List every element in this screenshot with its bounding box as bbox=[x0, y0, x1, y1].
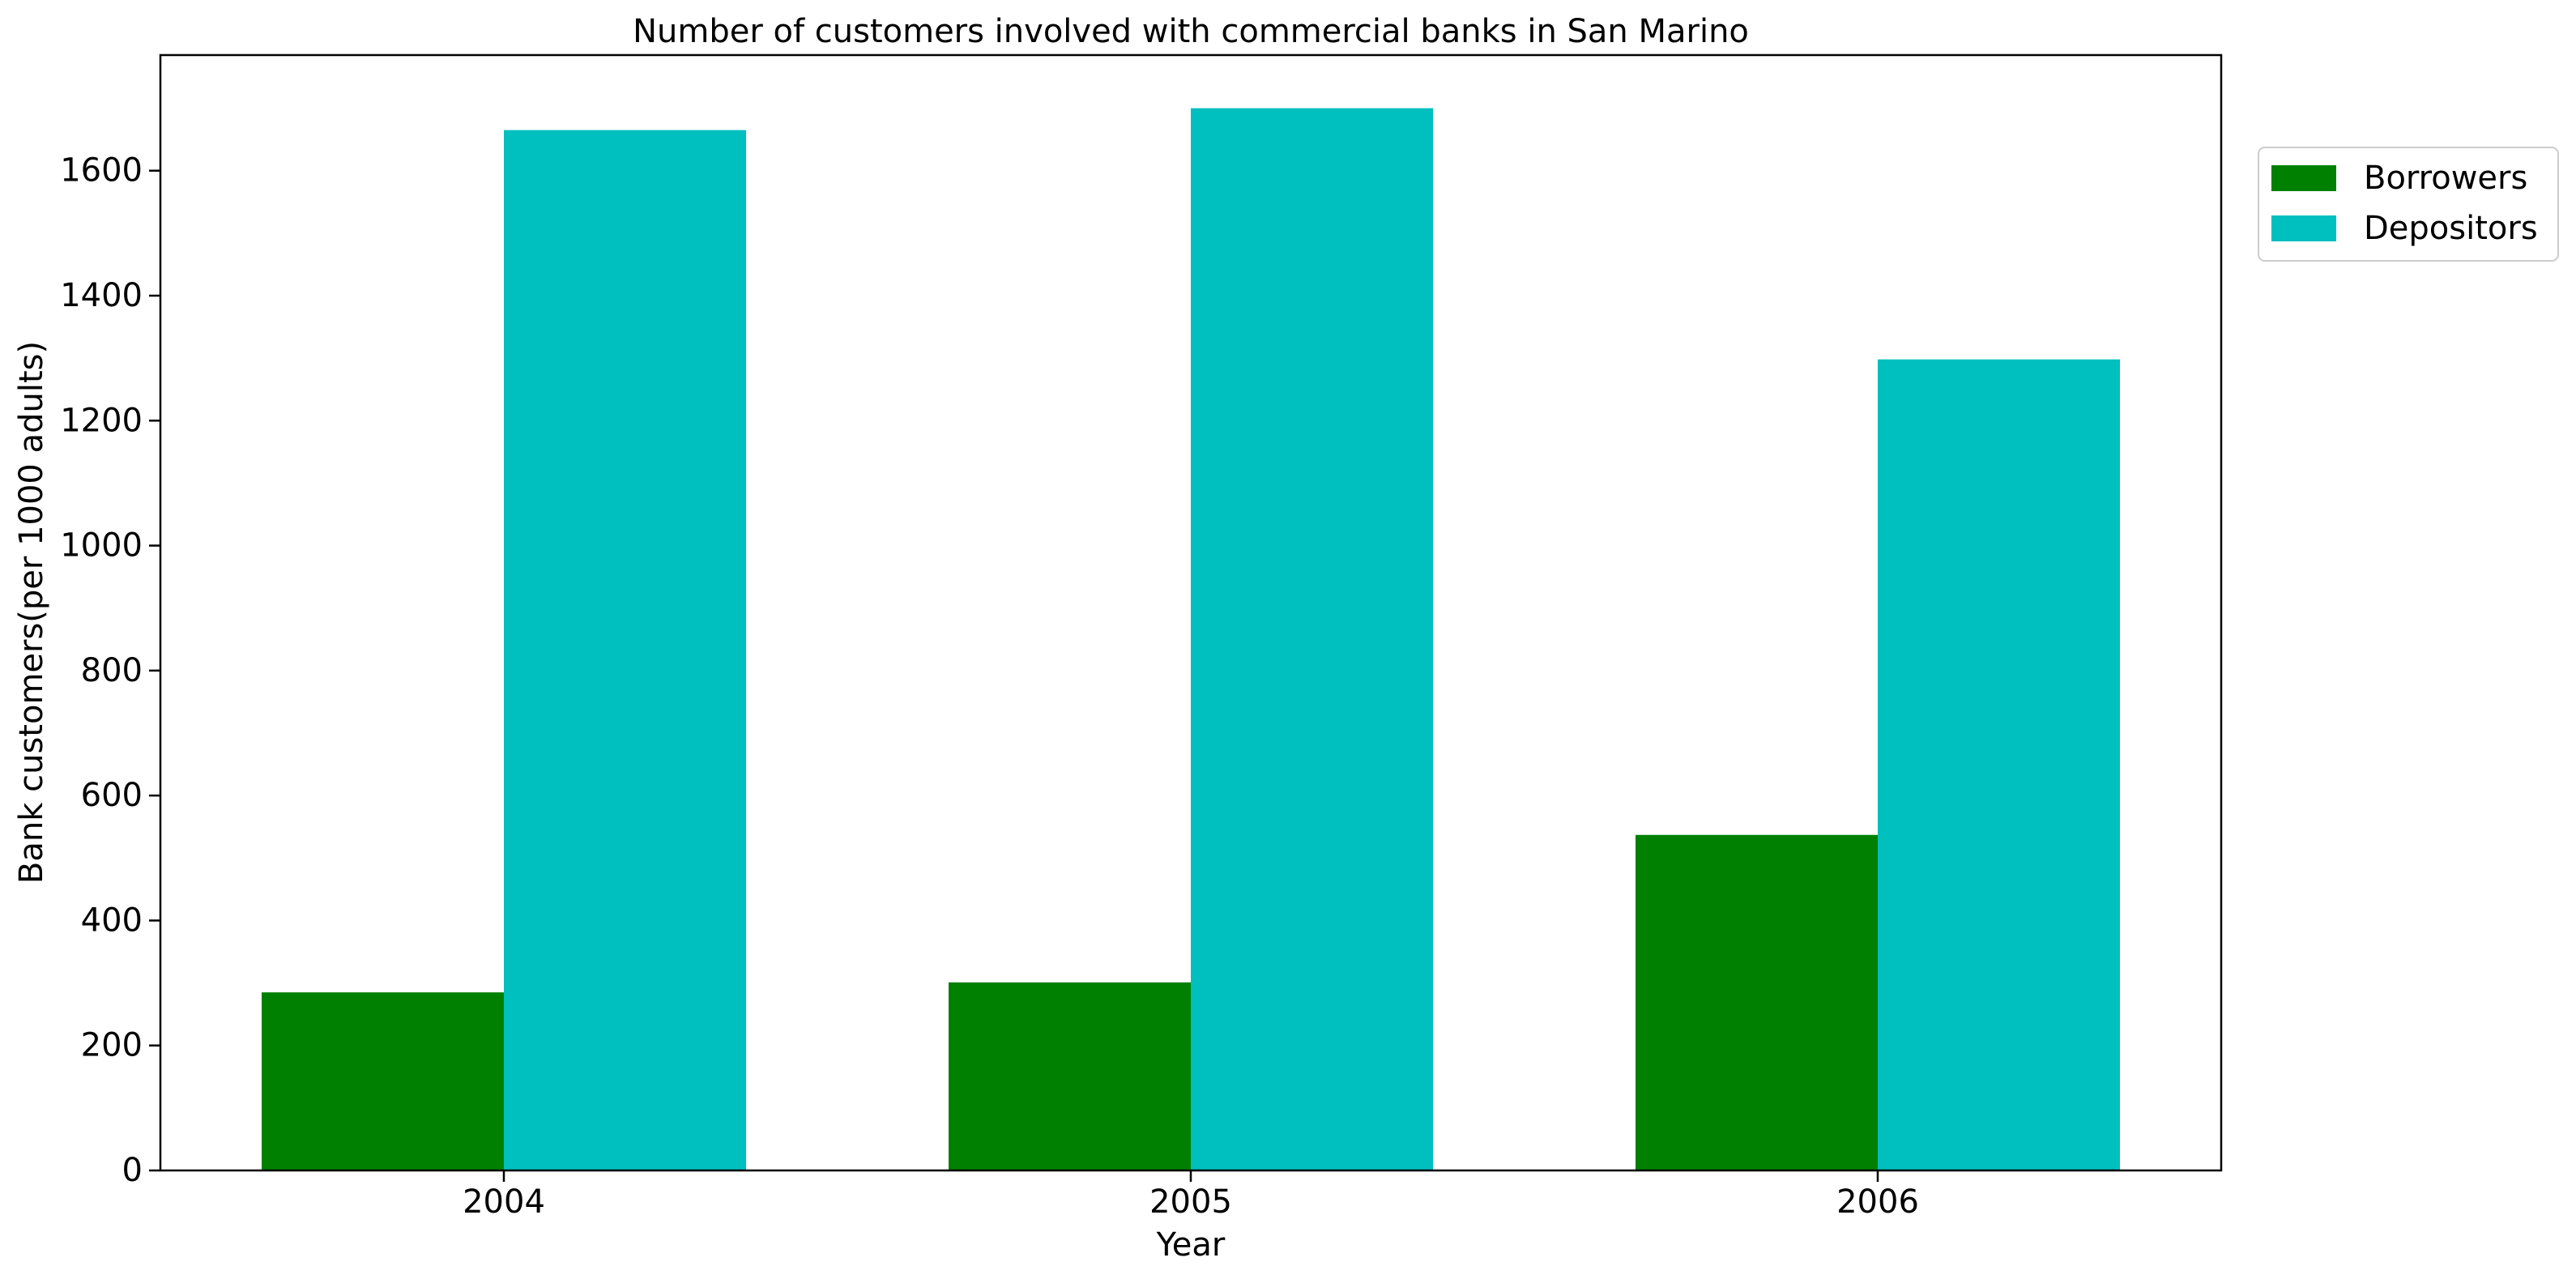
legend-swatch-borrowers bbox=[2271, 165, 2336, 191]
legend: Borrowers Depositors bbox=[2258, 147, 2559, 262]
y-tick-label: 1600 bbox=[60, 152, 143, 190]
y-tick-label: 1200 bbox=[60, 402, 143, 439]
bar-depositors-2004 bbox=[504, 130, 746, 1171]
x-tick-label: 2005 bbox=[1149, 1183, 1232, 1221]
legend-label-borrowers: Borrowers bbox=[2364, 160, 2527, 197]
x-tick-label: 2004 bbox=[463, 1183, 545, 1221]
x-axis: 2004 2005 2006 bbox=[463, 1170, 1919, 1221]
legend-label-depositors: Depositors bbox=[2364, 210, 2538, 247]
bar-borrowers-2006 bbox=[1636, 834, 1878, 1170]
x-axis-label: Year bbox=[1156, 1226, 1226, 1264]
y-tick-label: 0 bbox=[122, 1152, 143, 1189]
bar-borrowers-2005 bbox=[949, 982, 1191, 1170]
y-tick-label: 400 bbox=[81, 902, 143, 939]
y-axis: 0 200 400 600 800 1000 1200 1400 1600 bbox=[60, 152, 160, 1189]
x-tick-label: 2006 bbox=[1836, 1183, 1919, 1221]
legend-swatch-depositors bbox=[2271, 215, 2336, 241]
y-tick-label: 600 bbox=[81, 777, 143, 814]
y-tick-label: 1400 bbox=[60, 277, 143, 314]
chart-title: Number of customers involved with commer… bbox=[633, 13, 1749, 50]
bar-depositors-2006 bbox=[1878, 359, 2120, 1171]
y-tick-label: 1000 bbox=[60, 527, 143, 565]
bars-group bbox=[262, 108, 2120, 1171]
bar-depositors-2005 bbox=[1191, 108, 1433, 1171]
y-tick-label: 800 bbox=[81, 652, 143, 689]
y-tick-label: 200 bbox=[81, 1027, 143, 1064]
y-axis-label: Bank customers(per 1000 adults) bbox=[13, 341, 50, 884]
bar-borrowers-2004 bbox=[262, 992, 504, 1170]
